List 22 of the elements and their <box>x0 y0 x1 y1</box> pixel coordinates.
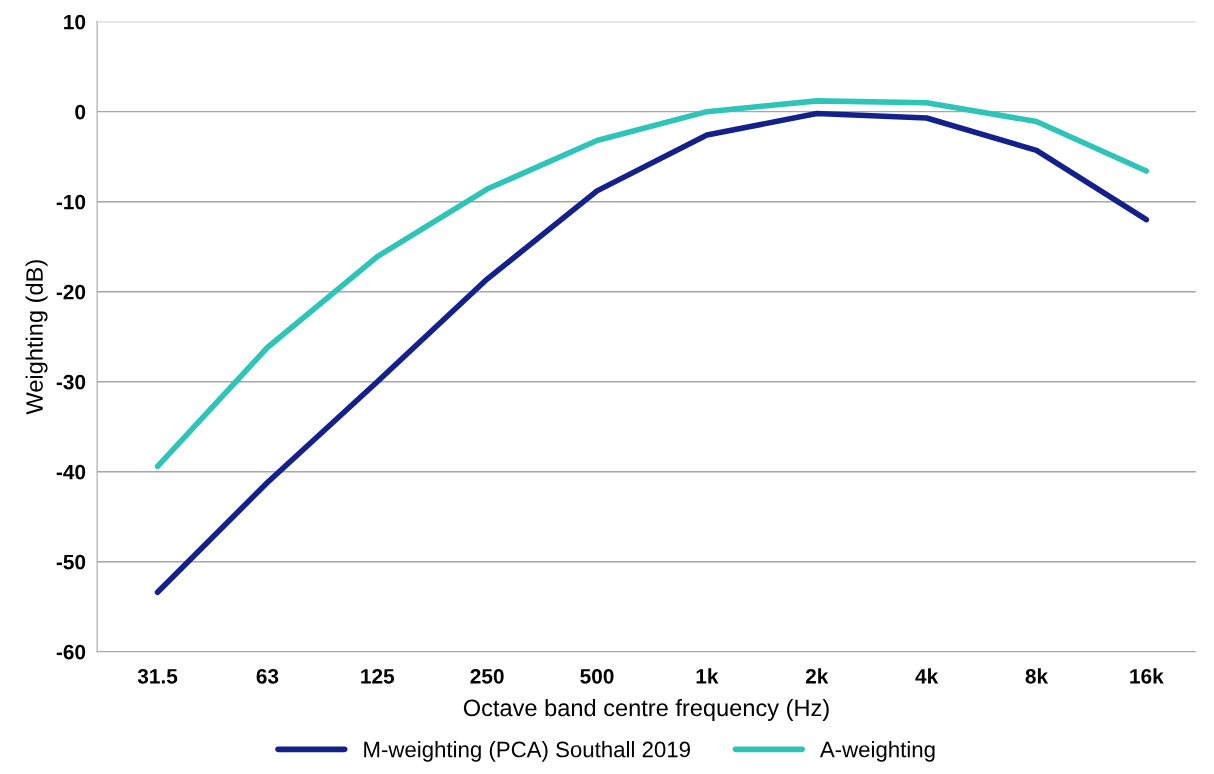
y-tick-label: -40 <box>56 464 86 480</box>
x-tick-label: 1k <box>696 668 719 684</box>
x-tick-label: 31.5 <box>137 668 178 684</box>
y-tick-label: 10 <box>64 14 86 30</box>
x-tick-label: 63 <box>256 668 279 684</box>
x-tick-label: 500 <box>580 668 614 684</box>
y-tick-label: -10 <box>56 194 86 210</box>
y-tick-label: -60 <box>56 644 86 660</box>
y-tick-label: 0 <box>75 104 86 120</box>
x-tick-label: 4k <box>915 668 939 684</box>
x-axis-title: Octave band centre frequency (Hz) <box>463 698 829 721</box>
y-tick-label: -20 <box>56 284 86 300</box>
x-tick-label: 250 <box>470 668 504 684</box>
x-tick-label: 16k <box>1130 668 1164 684</box>
x-tick-label: 125 <box>361 668 395 684</box>
y-axis-title: Weighting (dB) <box>25 260 48 415</box>
x-tick-label: 2k <box>805 668 829 684</box>
legend-label: A-weighting <box>819 741 935 762</box>
legend-label: M-weighting (PCA) Southall 2019 <box>364 741 690 762</box>
y-tick-label: -30 <box>56 374 86 390</box>
x-tick-label: 8k <box>1025 668 1049 684</box>
y-tick-label: -50 <box>56 554 86 570</box>
